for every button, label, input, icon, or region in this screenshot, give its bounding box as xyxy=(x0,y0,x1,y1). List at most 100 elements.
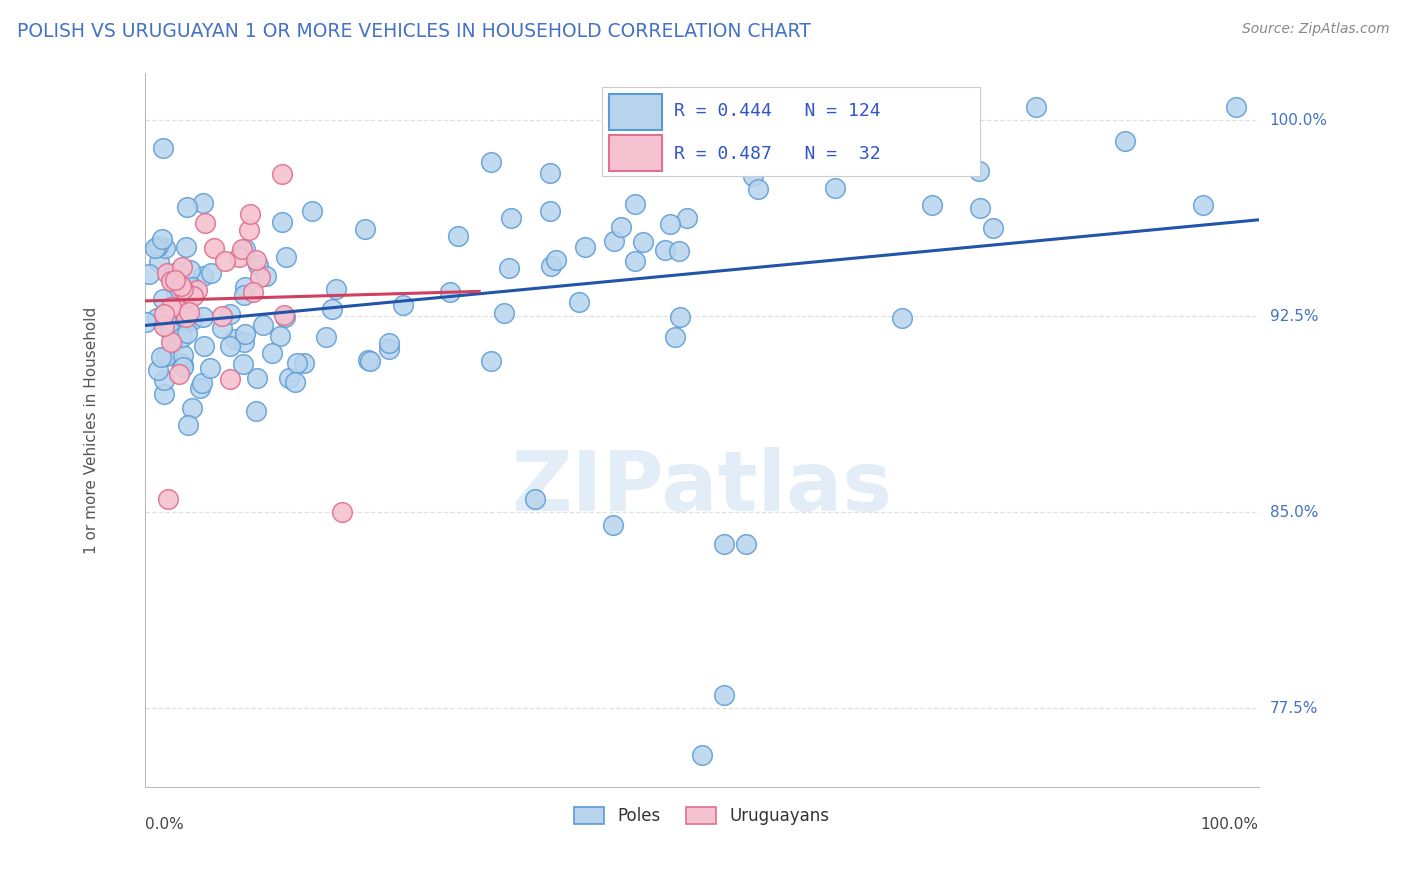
Point xyxy=(602,518,624,533)
Point xyxy=(242,285,264,299)
Point xyxy=(359,354,381,368)
Point xyxy=(332,505,354,519)
Point xyxy=(713,689,735,703)
Point xyxy=(675,211,697,225)
Point xyxy=(233,287,256,301)
Point xyxy=(969,164,991,178)
Point xyxy=(378,336,401,351)
Point xyxy=(378,342,401,356)
Point xyxy=(1025,100,1047,114)
Point xyxy=(218,372,240,386)
Point xyxy=(669,310,692,325)
Point xyxy=(172,260,194,274)
Point xyxy=(246,371,269,385)
Point xyxy=(169,356,191,370)
Point xyxy=(153,387,176,401)
Point xyxy=(162,336,184,351)
Point xyxy=(631,235,654,249)
Point xyxy=(198,360,221,375)
Point xyxy=(713,536,735,550)
Point xyxy=(439,285,461,299)
Point xyxy=(624,253,647,268)
Point xyxy=(233,326,256,341)
Point xyxy=(172,282,194,296)
Point xyxy=(247,258,270,272)
Point xyxy=(921,198,943,212)
Point xyxy=(152,307,174,321)
Point xyxy=(188,381,211,395)
Point xyxy=(166,265,188,279)
Point xyxy=(681,118,703,132)
Point xyxy=(150,350,173,364)
Point xyxy=(969,201,991,215)
Point xyxy=(143,241,166,255)
Point xyxy=(179,263,201,277)
Point xyxy=(233,335,256,350)
Point xyxy=(176,326,198,340)
Point xyxy=(269,329,291,343)
Point xyxy=(228,250,250,264)
Point xyxy=(623,197,645,211)
Text: ZIPatlas: ZIPatlas xyxy=(512,447,893,527)
Point xyxy=(231,242,253,256)
Legend: Poles, Uruguayans: Poles, Uruguayans xyxy=(568,800,837,832)
Point xyxy=(174,239,197,253)
Point xyxy=(156,266,179,280)
Text: POLISH VS URUGUAYAN 1 OR MORE VEHICLES IN HOUSEHOLD CORRELATION CHART: POLISH VS URUGUAYAN 1 OR MORE VEHICLES I… xyxy=(17,22,811,41)
Point xyxy=(165,300,187,314)
Point xyxy=(152,292,174,306)
Point xyxy=(301,204,323,219)
Point xyxy=(668,244,690,258)
Point xyxy=(153,318,176,333)
Point xyxy=(150,232,173,246)
Point xyxy=(224,332,246,346)
Point xyxy=(219,339,242,353)
Point xyxy=(232,357,254,371)
Point xyxy=(156,492,179,507)
Point xyxy=(523,492,546,507)
Point xyxy=(603,234,626,248)
Point xyxy=(270,167,292,181)
Point xyxy=(392,298,415,312)
Point xyxy=(211,321,233,335)
Point xyxy=(233,242,256,256)
Point xyxy=(148,239,170,253)
Point xyxy=(163,273,186,287)
Point xyxy=(254,269,277,284)
Point xyxy=(160,300,183,314)
Point xyxy=(176,417,198,432)
Point xyxy=(146,362,169,376)
Point xyxy=(174,314,197,328)
Point xyxy=(146,310,169,325)
Point xyxy=(159,269,181,284)
Point xyxy=(690,748,713,763)
Point xyxy=(315,329,337,343)
Point xyxy=(177,305,200,319)
Point xyxy=(159,324,181,338)
Point xyxy=(544,252,567,267)
Point xyxy=(194,216,217,230)
Point xyxy=(191,268,214,283)
Point xyxy=(325,282,347,296)
Text: 85.0%: 85.0% xyxy=(1270,505,1317,520)
Point xyxy=(260,345,283,359)
Point xyxy=(499,211,522,225)
Point xyxy=(274,310,297,324)
Point xyxy=(641,107,664,121)
Point xyxy=(177,315,200,329)
Point xyxy=(252,318,274,332)
Point xyxy=(1225,100,1247,114)
Text: Source: ZipAtlas.com: Source: ZipAtlas.com xyxy=(1241,22,1389,37)
Point xyxy=(447,229,470,244)
Point xyxy=(166,270,188,285)
Point xyxy=(180,401,202,416)
Point xyxy=(249,269,271,284)
Point xyxy=(176,291,198,305)
Point xyxy=(1114,134,1136,148)
Text: 92.5%: 92.5% xyxy=(1270,309,1319,324)
Point xyxy=(153,241,176,255)
Point xyxy=(167,367,190,381)
Point xyxy=(153,373,176,387)
Point xyxy=(186,283,208,297)
Point xyxy=(148,255,170,269)
